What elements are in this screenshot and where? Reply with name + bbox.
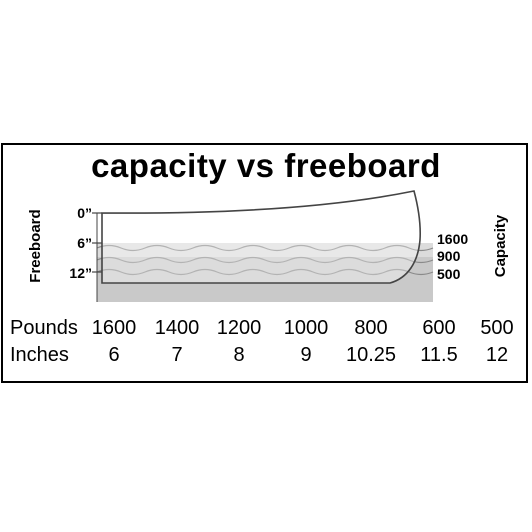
diagram-title: capacity vs freeboard [91, 147, 441, 184]
freeboard-tick-6: 6” [77, 235, 92, 251]
table-cell: 1600 [91, 317, 137, 339]
capacity-tick-900: 900 [437, 248, 461, 264]
water-surface-band [97, 243, 433, 257]
table-cell: 8 [233, 344, 245, 366]
table-cell: 11.5 [420, 344, 458, 366]
waterline-900 [96, 256, 434, 264]
table-cell: 600 [422, 317, 456, 339]
waterline-1600 [96, 244, 434, 252]
freeboard-tick-12: 12” [69, 265, 92, 281]
table-cell: 1400 [154, 317, 200, 339]
table-cell: 500 [480, 317, 514, 339]
waterline-500 [96, 268, 434, 276]
table-cell: 1000 [283, 317, 329, 339]
hull-outline [101, 190, 421, 284]
row-label-inches: Inches [10, 344, 69, 366]
table-cell: 10.25 [345, 344, 397, 366]
table-cell: 9 [300, 344, 312, 366]
table-cell: 12 [485, 344, 509, 366]
table-cell: 7 [171, 344, 183, 366]
capacity-tick-500: 500 [437, 266, 461, 282]
capacity-tick-1600: 1600 [437, 231, 469, 247]
table-cell: 800 [354, 317, 388, 339]
freeboard-axis-label: Freeboard [27, 209, 44, 283]
diagram-frame [1, 143, 528, 383]
freeboard-tick-0: 0” [77, 205, 92, 221]
table-cell: 6 [108, 344, 120, 366]
table-cell: 1200 [216, 317, 262, 339]
row-label-pounds: Pounds [10, 317, 78, 339]
capacity-axis-label: Capacity [492, 214, 509, 278]
